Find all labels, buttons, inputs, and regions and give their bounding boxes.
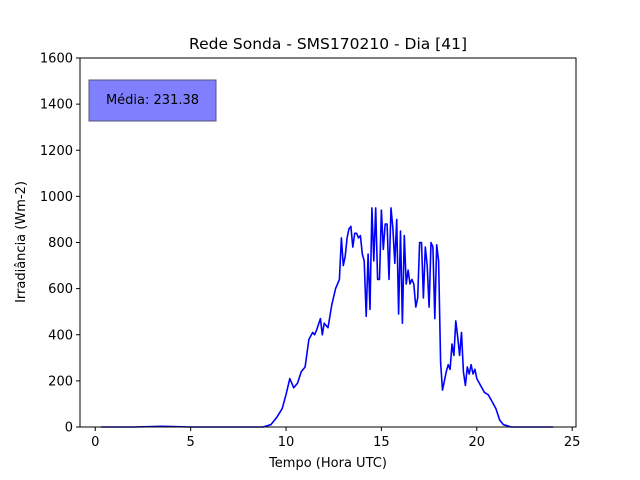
y-tick-label: 600 [48,282,73,297]
y-axis-ticks: 0 200 400 600 800 1000 1200 1400 1600 [40,52,80,436]
x-tick-label: 20 [469,435,486,450]
x-tick-label: 25 [564,435,581,450]
y-tick-label: 800 [48,236,73,251]
y-tick-label: 1400 [40,98,73,113]
y-tick-label: 1600 [40,52,73,67]
x-tick-label: 10 [278,435,295,450]
mean-annotation-text: Média: 231.38 [106,93,199,108]
x-axis-ticks: 0 5 10 15 20 25 [91,427,580,450]
y-axis-label: Irradiância (Wm-2) [14,181,29,303]
mean-annotation: Média: 231.38 [88,79,217,122]
y-tick-label: 0 [65,421,73,436]
x-tick-label: 15 [373,435,390,450]
y-tick-label: 400 [48,328,73,343]
x-tick-label: 5 [187,435,195,450]
y-tick-label: 1000 [40,190,73,205]
x-axis-label: Tempo (Hora UTC) [268,456,387,471]
y-tick-label: 1200 [40,144,73,159]
irradiance-series-line [101,207,554,428]
chart-title: Rede Sonda - SMS170210 - Dia [41] [189,35,467,53]
y-tick-label: 200 [48,374,73,389]
mean-annotation-box [88,79,217,122]
x-tick-label: 0 [91,435,99,450]
